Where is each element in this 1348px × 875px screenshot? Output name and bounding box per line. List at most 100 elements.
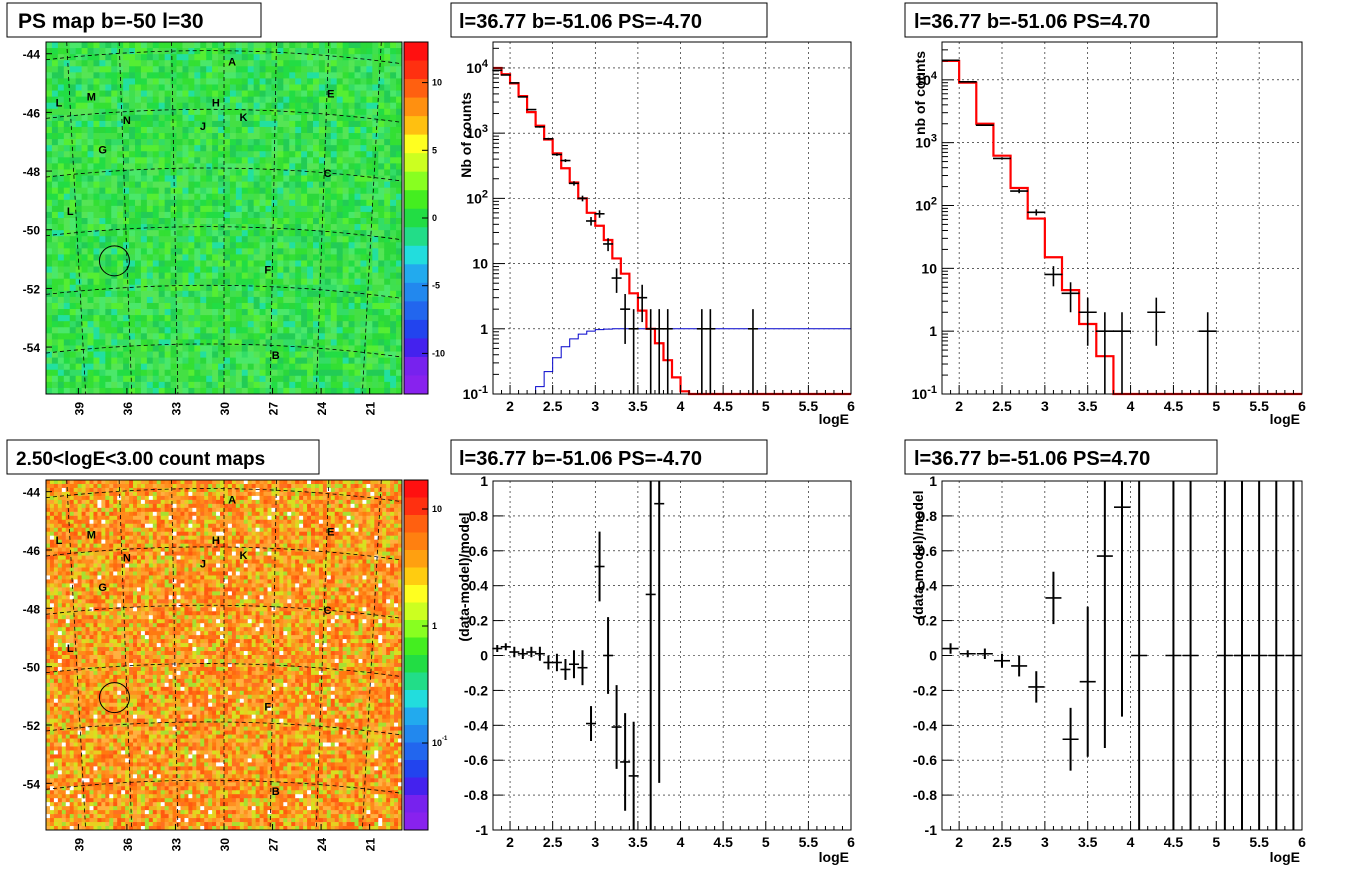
map-pixel [65, 655, 71, 660]
map-pixel [229, 309, 237, 316]
map-pixel [73, 583, 79, 588]
map-pixel [200, 333, 207, 340]
map-pixel [85, 706, 90, 712]
map-pixel [69, 674, 75, 680]
map-pixel [99, 351, 106, 358]
map-pixel [342, 54, 349, 61]
map-pixel [318, 357, 326, 365]
map-pixel [366, 169, 373, 176]
map-pixel [366, 120, 373, 128]
map-pixel [152, 145, 160, 152]
map-pixel [57, 339, 65, 346]
map-pixel [336, 42, 344, 49]
map-pixel [342, 363, 349, 371]
map-pixel [295, 375, 302, 383]
map-pixel [188, 387, 195, 395]
map-pixel [93, 806, 98, 811]
map-pixel [65, 678, 71, 684]
map-pixel [75, 90, 82, 98]
map-pixel [229, 114, 237, 122]
map-pixel [101, 662, 106, 668]
map-pixel [271, 266, 278, 274]
map-pixel [360, 193, 367, 201]
map-pixel [77, 563, 82, 568]
map-pixel [51, 163, 59, 170]
map-pixel [307, 351, 314, 358]
map-pixel [61, 766, 67, 771]
map-pixel [61, 734, 67, 739]
map-pixel [164, 278, 171, 286]
map-pixel [53, 587, 59, 592]
map-pixel [57, 499, 63, 505]
map-pixel [101, 822, 106, 827]
map-pixel [53, 527, 59, 533]
map-pixel [135, 369, 142, 377]
map-pixel [313, 139, 320, 146]
map-pixel [218, 139, 225, 146]
map-pixel [135, 60, 142, 67]
y-tick-label: -50 [23, 224, 41, 238]
map-pixel [69, 230, 77, 237]
map-pixel [366, 260, 373, 267]
map-pixel [313, 133, 320, 140]
map-pixel [378, 157, 385, 164]
map-pixel [93, 205, 100, 213]
map-pixel [99, 96, 106, 104]
map-pixel [61, 567, 67, 572]
map-pixel [89, 587, 94, 592]
map-pixel [85, 527, 90, 533]
map-pixel [81, 339, 88, 346]
map-pixel [301, 157, 308, 164]
map-pixel [85, 519, 90, 525]
map-pixel [277, 218, 284, 225]
map-pixel [81, 698, 86, 704]
map-pixel [146, 108, 154, 116]
map-pixel [259, 218, 266, 225]
map-pixel [241, 248, 249, 255]
map-pixel [101, 818, 106, 823]
map-pixel [105, 666, 110, 672]
map-pixel [283, 345, 290, 352]
map-pixel [194, 169, 201, 176]
map-pixel [46, 236, 53, 243]
map-pixel [97, 770, 102, 775]
map-pixel [73, 770, 79, 775]
map-pixel [384, 309, 391, 316]
map-pixel [46, 102, 53, 110]
map-pixel [164, 230, 171, 237]
map-pixel [200, 84, 207, 91]
map-pixel [75, 345, 82, 352]
map-pixel [73, 575, 79, 580]
map-pixel [164, 290, 171, 298]
map-pixel [89, 806, 94, 811]
map-pixel [135, 133, 142, 140]
map-pixel [93, 224, 100, 231]
map-pixel [188, 351, 195, 358]
map-pixel [271, 327, 278, 334]
map-pixel [277, 230, 284, 237]
map-pixel [206, 187, 213, 195]
map-pixel [73, 674, 79, 680]
map-pixel [140, 78, 148, 85]
map-pixel [65, 750, 71, 755]
map-pixel [97, 531, 102, 537]
map-pixel [390, 114, 397, 122]
map-pixel [188, 54, 195, 61]
map-pixel [289, 139, 296, 146]
map-pixel [200, 120, 207, 128]
map-pixel [69, 363, 77, 371]
res-neg-title: l=36.77 b=-51.06 PS=-4.70 [459, 448, 702, 470]
map-pixel [75, 157, 82, 164]
map-pixel [46, 381, 53, 389]
map-pixel [65, 718, 71, 724]
map-pixel [105, 575, 110, 580]
map-pixel [57, 84, 65, 91]
map-pixel [158, 236, 166, 243]
map-pixel [194, 236, 201, 243]
map-pixel [241, 278, 249, 286]
map-pixel [93, 790, 98, 795]
map-pixel [330, 290, 338, 298]
map-pixel [51, 175, 59, 182]
map-pixel [396, 254, 403, 261]
map-pixel [348, 284, 355, 292]
